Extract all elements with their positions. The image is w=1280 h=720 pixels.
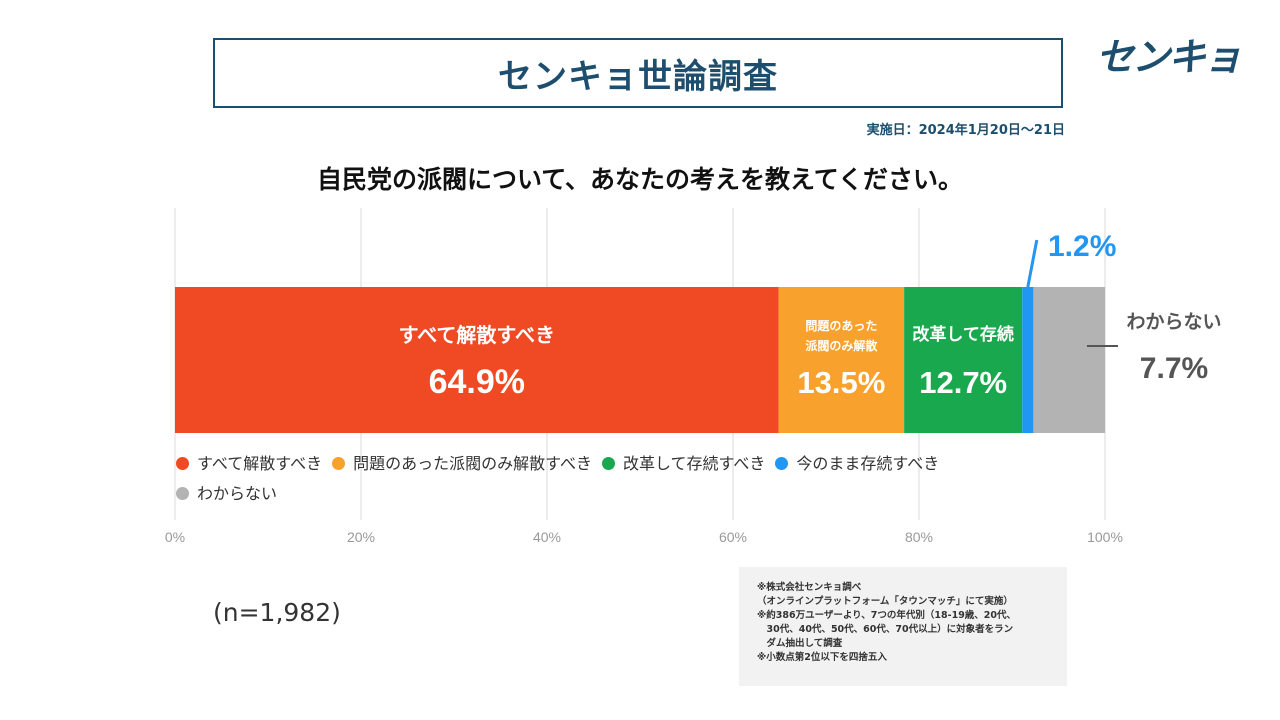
note-line: ※株式会社センキョ調べ xyxy=(757,582,862,593)
legend-item: わからない xyxy=(176,479,277,508)
survey-date: 実施日：2024年1月20日〜21日 xyxy=(866,123,1065,138)
legend-item: すべて解散すべき xyxy=(176,449,322,478)
x-tick-label: 100% xyxy=(1087,529,1123,545)
legend-swatch xyxy=(775,457,789,470)
bar-category-label: わからない xyxy=(1126,311,1221,333)
bar-value-label: 7.7% xyxy=(1140,352,1208,385)
note-line: 30代、40代、50代、60代、70代以上）に対象者をラン xyxy=(757,624,1014,635)
bar-category-label: 派閥のみ解散 xyxy=(805,338,878,353)
x-tick-label: 0% xyxy=(165,529,185,545)
bar-segment xyxy=(175,287,779,433)
page-title: センキョ世論調査 xyxy=(498,56,778,97)
bar-category-label: 改革して存続 xyxy=(912,324,1014,344)
legend-item: 改革して存続すべき xyxy=(602,449,765,478)
note-line: （オンラインプラットフォーム「タウンマッチ」にて実施） xyxy=(757,596,1013,607)
note-line: ※小数点第2位以下を四捨五入 xyxy=(757,652,887,663)
legend-swatch xyxy=(332,457,346,470)
bar-segment xyxy=(1022,287,1034,433)
title-box: センキョ世論調査 xyxy=(213,38,1063,108)
bar-value-label: 13.5% xyxy=(797,365,885,400)
bar-category-label: 問題のあった xyxy=(805,319,877,333)
legend-label: わからない xyxy=(197,484,278,503)
legend-label: 改革して存続すべき xyxy=(623,454,766,473)
bar-segment xyxy=(1033,287,1105,433)
note-line: ダム抽出して調査 xyxy=(757,638,843,649)
note-line: ※約386万ユーザーより、7つの年代別（18-19歳、20代、 xyxy=(757,610,1017,621)
bar-value-label: 64.9% xyxy=(429,363,525,401)
legend-swatch xyxy=(176,457,189,470)
legend-swatch xyxy=(176,487,189,500)
bar-value-label: 1.2% xyxy=(1048,230,1116,263)
bar-category-label: すべて解散すべき xyxy=(399,323,555,347)
survey-notes: ※株式会社センキョ調べ （オンラインプラットフォーム「タウンマッチ」にて実施） ※約… xyxy=(739,567,1067,686)
x-tick-label: 80% xyxy=(905,529,933,545)
legend-swatch xyxy=(602,457,616,470)
survey-question: 自民党の派閥について、あなたの考えを教えてください。 xyxy=(316,165,963,194)
bar-segment xyxy=(904,287,1023,433)
chart-legend: すべて解散すべき 問題のあった派閥のみ解散すべき 改革して存続すべき 今のまま存続すべ… xyxy=(176,449,1076,509)
x-tick-label: 60% xyxy=(719,529,747,545)
legend-item: 問題のあった派閥のみ解散すべき xyxy=(332,449,592,478)
legend-label: 問題のあった派閥のみ解散すべき xyxy=(353,454,593,473)
senkyo-logo: センキョ xyxy=(1096,35,1242,79)
legend-label: すべて解散すべき xyxy=(197,454,323,473)
x-tick-label: 20% xyxy=(347,529,375,545)
leader-line xyxy=(1026,239,1039,288)
x-tick-label: 40% xyxy=(533,529,561,545)
bar-segment xyxy=(778,287,905,433)
legend-label: 今のまま存続すべき xyxy=(796,454,940,473)
bar-value-label: 12.7% xyxy=(919,365,1007,400)
legend-item: 今のまま存続すべき xyxy=(775,449,939,478)
sample-size: (n=1,982) xyxy=(213,598,341,627)
